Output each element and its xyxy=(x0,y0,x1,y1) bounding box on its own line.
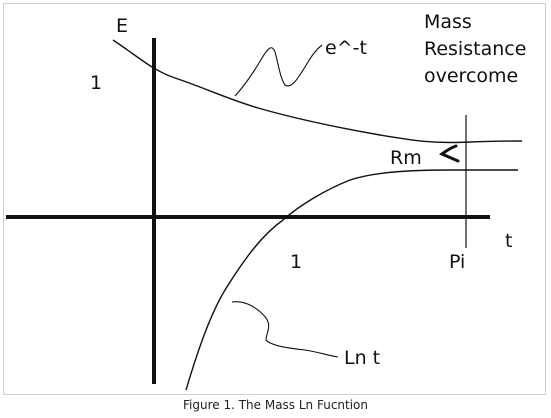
mass-ln-diagram: E 1 e^-t Mass Resistance overcome Rm t 1… xyxy=(6,11,526,391)
e-axis-label: E xyxy=(116,15,128,37)
exp-curve-label: e^-t xyxy=(325,37,367,59)
pi-label: Pi xyxy=(449,251,465,273)
x-one-label: 1 xyxy=(290,251,302,273)
mass-label-line3: overcome xyxy=(424,65,518,87)
figure-caption: Figure 1. The Mass Ln Fucntion xyxy=(182,398,369,412)
exp-label-pointer xyxy=(234,44,323,97)
ln-curve xyxy=(185,169,518,391)
ln-curve-label: Ln t xyxy=(344,347,380,369)
mass-label-line1: Mass xyxy=(424,11,472,33)
rm-pointer xyxy=(439,144,460,163)
t-axis-label: t xyxy=(505,230,512,252)
figure-frame xyxy=(3,3,546,395)
rm-label: Rm xyxy=(390,147,422,169)
y-one-label: 1 xyxy=(90,72,102,94)
mass-label-line2: Resistance xyxy=(424,38,526,60)
exp-decay-curve xyxy=(112,39,523,144)
ln-label-pointer xyxy=(231,301,339,358)
